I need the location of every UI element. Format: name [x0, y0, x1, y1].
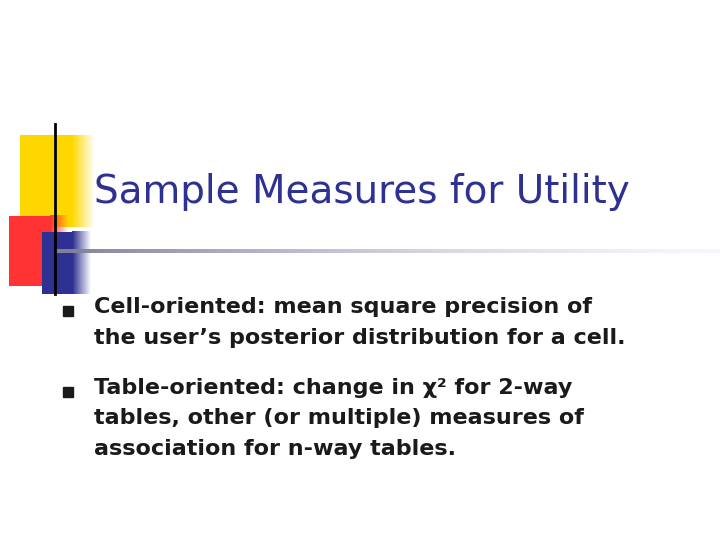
Text: tables, other (or multiple) measures of: tables, other (or multiple) measures of: [94, 408, 583, 429]
Text: Table-oriented: change in χ² for 2-way: Table-oriented: change in χ² for 2-way: [94, 377, 572, 398]
Text: Cell-oriented: mean square precision of: Cell-oriented: mean square precision of: [94, 296, 592, 317]
Bar: [42, 232, 72, 294]
Text: association for n-way tables.: association for n-way tables.: [94, 439, 456, 460]
Text: Sample Measures for Utility: Sample Measures for Utility: [94, 173, 629, 211]
Bar: [20, 135, 72, 227]
Bar: [9, 216, 50, 286]
Text: the user’s posterior distribution for a cell.: the user’s posterior distribution for a …: [94, 327, 625, 348]
